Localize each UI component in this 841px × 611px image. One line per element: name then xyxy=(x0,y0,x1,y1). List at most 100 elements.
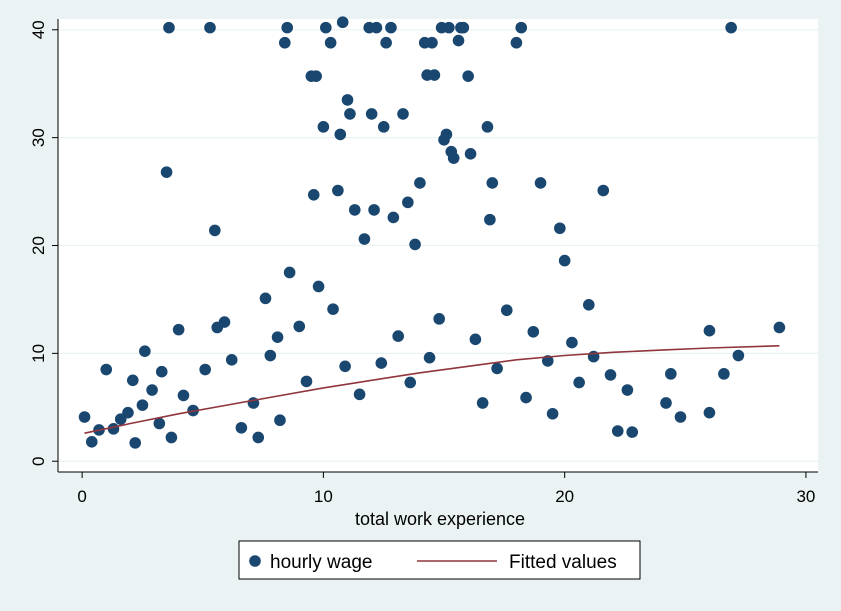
scatter-point-9 xyxy=(136,399,149,411)
scatter-point-110 xyxy=(621,384,634,396)
scatter-point-97 xyxy=(527,325,540,338)
scatter-point-8 xyxy=(129,437,142,449)
scatter-point-113 xyxy=(665,368,677,380)
fitted-line-layer xyxy=(84,345,780,434)
scatter-point-45 xyxy=(327,303,339,315)
scatter-point-63 xyxy=(387,211,400,224)
scatter-point-114 xyxy=(674,411,687,423)
scatter-point-41 xyxy=(312,280,325,293)
scatter-point-46 xyxy=(332,184,344,197)
scatter-point-107 xyxy=(597,184,610,197)
legend-label-hourly-wage: hourly wage xyxy=(270,552,372,573)
scatter-point-30 xyxy=(264,349,277,362)
scatter-points xyxy=(78,16,786,449)
scatter-point-29 xyxy=(259,292,272,305)
scatter-point-36 xyxy=(293,320,306,333)
legend-marker-hourly-wage xyxy=(249,555,261,567)
scatter-point-86 xyxy=(464,148,477,160)
x-tick-label-30: 30 xyxy=(796,487,815,506)
y-tick-label-10: 10 xyxy=(29,344,48,363)
y-tick-label-0: 0 xyxy=(29,456,48,465)
scatter-point-43 xyxy=(320,21,332,34)
scatter-point-117 xyxy=(718,368,730,380)
scatter-point-62 xyxy=(385,21,397,34)
scatter-point-26 xyxy=(235,421,248,434)
scatter-point-87 xyxy=(469,333,482,346)
scatter-point-59 xyxy=(375,357,388,369)
scatter-point-13 xyxy=(155,365,168,378)
scatter-point-48 xyxy=(336,16,349,29)
scatter-point-15 xyxy=(163,21,175,34)
scatter-point-118 xyxy=(725,21,737,34)
scatter-point-22 xyxy=(209,224,221,237)
scatter-point-67 xyxy=(404,376,417,389)
scatter-point-79 xyxy=(443,21,455,34)
scatter-point-12 xyxy=(153,417,166,430)
scatter-point-31 xyxy=(271,331,284,343)
scatter-point-16 xyxy=(165,431,178,444)
fitted-values-line xyxy=(84,345,780,434)
scatter-point-10 xyxy=(139,345,151,358)
scatter-point-104 xyxy=(573,376,585,389)
scatter-point-60 xyxy=(377,121,390,133)
scatter-point-109 xyxy=(611,425,624,437)
scatter-point-44 xyxy=(324,36,337,49)
scatter-point-56 xyxy=(365,108,378,120)
legend-label-fitted-values: Fitted values xyxy=(509,552,617,573)
scatter-point-85 xyxy=(462,70,474,82)
scatter-point-37 xyxy=(300,375,313,388)
scatter-point-58 xyxy=(370,21,383,34)
scatter-point-101 xyxy=(554,222,566,235)
scatter-point-50 xyxy=(341,94,354,106)
scatter-point-53 xyxy=(353,388,366,401)
y-tick-label-30: 30 xyxy=(29,128,48,147)
scatter-point-32 xyxy=(274,414,286,427)
scatter-point-7 xyxy=(126,374,139,387)
scatter-point-54 xyxy=(358,233,371,245)
scatter-point-120 xyxy=(773,321,786,334)
scatter-point-74 xyxy=(428,69,441,81)
scatter-point-42 xyxy=(317,121,330,133)
scatter-point-119 xyxy=(732,349,745,362)
scatter-point-6 xyxy=(122,406,134,419)
scatter-point-90 xyxy=(484,213,496,226)
scatter-point-47 xyxy=(334,128,347,141)
scatter-point-73 xyxy=(426,36,438,49)
scatter-point-69 xyxy=(414,177,426,189)
scatter-point-11 xyxy=(146,384,158,396)
scatter-point-66 xyxy=(402,196,414,209)
scatter-point-103 xyxy=(566,336,578,349)
scatter-point-24 xyxy=(218,316,231,328)
scatter-point-81 xyxy=(447,152,460,164)
scatter-point-21 xyxy=(204,21,216,34)
scatter-point-75 xyxy=(433,313,446,325)
scatter-point-49 xyxy=(339,360,351,373)
scatter-point-108 xyxy=(604,369,617,381)
axes: 0 10 20 30 40 0 10 20 30 xyxy=(29,19,818,506)
y-tick-label-20: 20 xyxy=(29,236,48,255)
scatter-point-40 xyxy=(310,70,322,82)
scatter-point-105 xyxy=(582,299,595,311)
scatter-point-89 xyxy=(481,121,494,133)
scatter-point-94 xyxy=(510,36,523,49)
scatter-point-18 xyxy=(177,389,190,402)
scatter-point-68 xyxy=(409,238,421,251)
scatter-point-0 xyxy=(78,411,91,423)
scatter-point-78 xyxy=(440,128,453,141)
scatter-point-3 xyxy=(100,363,113,376)
scatter-point-39 xyxy=(307,189,320,201)
scatter-point-61 xyxy=(380,36,392,49)
grid-lines xyxy=(58,29,818,462)
scatter-point-17 xyxy=(172,323,185,336)
scatter-point-51 xyxy=(344,108,356,120)
scatter-point-91 xyxy=(486,177,499,189)
scatter-point-25 xyxy=(225,354,238,366)
x-tick-label-0: 0 xyxy=(77,487,86,506)
scatter-point-14 xyxy=(160,166,173,178)
scatter-point-57 xyxy=(368,204,380,216)
scatter-point-65 xyxy=(397,108,409,120)
scatter-point-96 xyxy=(520,391,532,404)
legend-box xyxy=(238,540,641,580)
